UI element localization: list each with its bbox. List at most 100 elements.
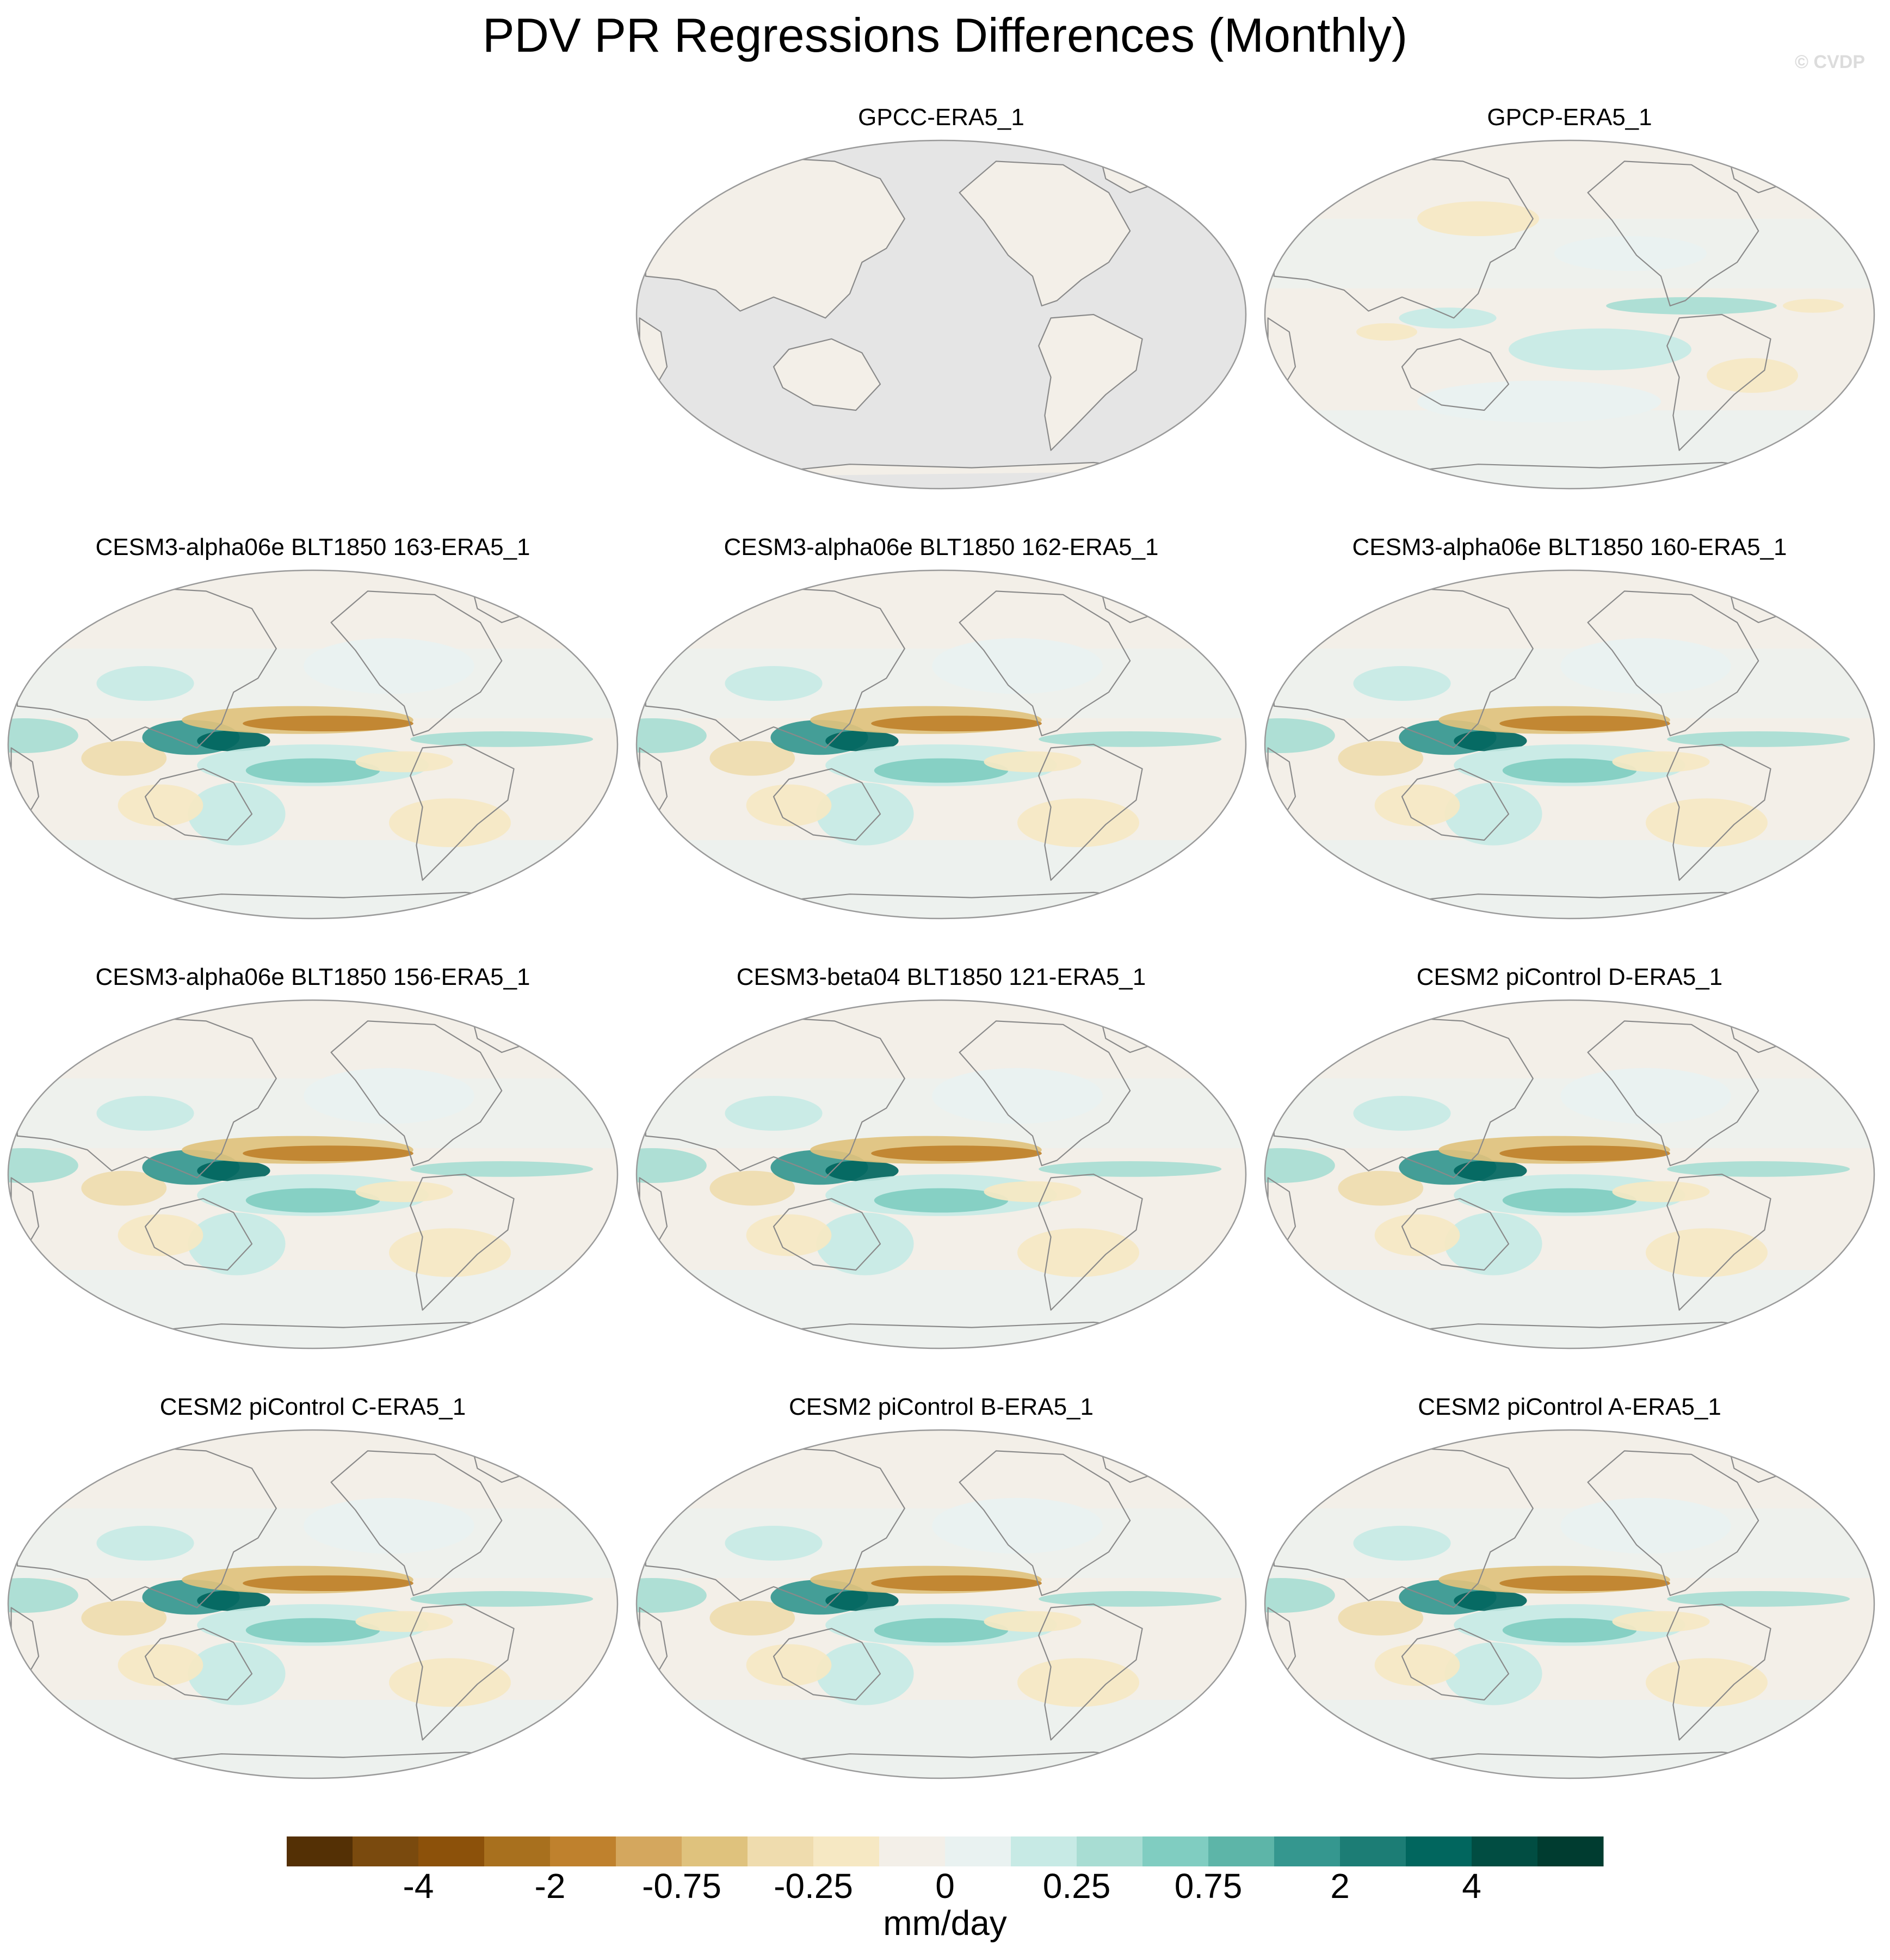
anomaly-contour	[1374, 1214, 1460, 1256]
map-panel	[7, 999, 619, 1349]
anomaly-contour	[1707, 358, 1798, 393]
anomaly-contour	[1338, 741, 1424, 776]
anomaly-contour	[1606, 297, 1777, 315]
anomaly-contour	[932, 1068, 1103, 1124]
anomaly-contour	[1454, 1590, 1527, 1611]
anomaly-contour	[932, 1497, 1103, 1554]
anomaly-contour	[1646, 798, 1768, 847]
anomaly-contour	[709, 1600, 795, 1636]
anomaly-contour	[1444, 1642, 1542, 1705]
anomaly-contour	[1374, 784, 1460, 827]
coastline-asia	[645, 1446, 905, 1608]
anomaly-contour	[816, 782, 914, 846]
anomaly-contour	[1017, 798, 1139, 847]
land-area	[1039, 315, 1142, 451]
anomaly-contour	[245, 1188, 380, 1213]
anomaly-contour	[637, 718, 707, 753]
anomaly-contour	[243, 1575, 413, 1592]
map-panel	[1264, 999, 1875, 1349]
anomaly-band	[637, 1270, 1246, 1348]
anomaly-contour	[1444, 1212, 1542, 1275]
anomaly-contour	[825, 1160, 899, 1181]
map-panel	[1264, 139, 1875, 490]
map-border	[7, 569, 619, 920]
anomaly-contour	[874, 758, 1009, 783]
map-border	[635, 569, 1247, 920]
anomaly-contour	[1399, 307, 1497, 329]
anomaly-band	[637, 840, 1246, 919]
coastline-asia	[16, 587, 277, 749]
anomaly-contour	[410, 731, 594, 747]
anomaly-band	[8, 840, 617, 919]
panel-title: CESM2 piControl D-ERA5_1	[1416, 964, 1723, 990]
anomaly-contour	[1265, 718, 1335, 753]
coastline-australia	[144, 1628, 253, 1701]
anomaly-contour	[1612, 1181, 1710, 1203]
anomaly-contour	[1499, 716, 1670, 731]
anomaly-contour	[96, 1096, 194, 1131]
coastline-namerica	[1587, 1450, 1759, 1597]
panel-title: CESM2 piControl C-ERA5_1	[159, 1394, 466, 1420]
coastline-namerica	[959, 590, 1131, 737]
anomaly-contour	[816, 1642, 914, 1705]
anomaly-contour	[304, 1068, 474, 1124]
map-border	[635, 139, 1247, 490]
land-area	[774, 338, 880, 410]
map-border	[7, 1429, 619, 1779]
coastline-asia	[16, 1446, 277, 1608]
panel-title: CESM3-alpha06e BLT1850 162-ERA5_1	[724, 534, 1159, 560]
coastline-samerica	[1666, 1173, 1771, 1311]
map-panel	[7, 1429, 619, 1779]
anomaly-contour	[197, 1590, 270, 1611]
anomaly-contour	[725, 1096, 823, 1131]
anomaly-contour	[1560, 1068, 1731, 1124]
coastline-asia	[645, 587, 905, 749]
anomaly-contour	[8, 1148, 78, 1183]
coastline-australia	[1401, 768, 1510, 841]
panel-title: GPCC-ERA5_1	[858, 104, 1024, 131]
anomaly-contour	[1646, 1228, 1768, 1277]
anomaly-contour	[188, 1642, 286, 1705]
anomaly-contour	[197, 1160, 270, 1181]
anomaly-contour	[746, 1644, 832, 1686]
panel-title: CESM2 piControl B-ERA5_1	[788, 1394, 1094, 1420]
map-border	[1264, 569, 1875, 920]
anomaly-contour	[1338, 1170, 1424, 1206]
coastline-namerica	[1587, 161, 1759, 307]
anomaly-band	[637, 1700, 1246, 1778]
anomaly-contour	[1667, 731, 1850, 747]
anomaly-contour	[746, 1214, 832, 1256]
panel-title: GPCP-ERA5_1	[1487, 104, 1652, 131]
coastline-namerica	[330, 590, 503, 737]
anomaly-contour	[1612, 1611, 1710, 1632]
anomaly-contour	[1417, 380, 1661, 423]
coastline-namerica	[330, 1450, 503, 1597]
anomaly-contour	[1374, 1644, 1460, 1686]
anomaly-contour	[1353, 1526, 1451, 1561]
coastline-namerica	[959, 1450, 1131, 1597]
anomaly-contour	[8, 718, 78, 753]
anomaly-contour	[1265, 1148, 1335, 1183]
anomaly-contour	[1560, 638, 1731, 694]
anomaly-band	[8, 1270, 617, 1348]
coastline-asia	[645, 1016, 905, 1179]
anomaly-contour	[389, 798, 511, 847]
anomaly-contour	[1338, 1600, 1424, 1636]
coastline-asia	[16, 1016, 277, 1179]
figure-title: PDV PR Regressions Differences (Monthly)	[482, 8, 1408, 62]
coastline-samerica	[410, 1603, 515, 1741]
anomaly-contour	[1039, 731, 1222, 747]
anomaly-contour	[825, 1590, 899, 1611]
coastline-asia	[1273, 157, 1534, 319]
anomaly-contour	[1646, 1658, 1768, 1707]
anomaly-band	[1265, 410, 1874, 489]
anomaly-contour	[245, 758, 380, 783]
anomaly-contour	[1454, 730, 1527, 751]
coastline-australia	[1401, 1628, 1510, 1701]
anomaly-contour	[1499, 1145, 1670, 1162]
land-area	[959, 161, 1131, 306]
coastline-asia	[1273, 587, 1534, 749]
coastline-samerica	[410, 743, 515, 881]
anomaly-contour	[243, 716, 413, 731]
